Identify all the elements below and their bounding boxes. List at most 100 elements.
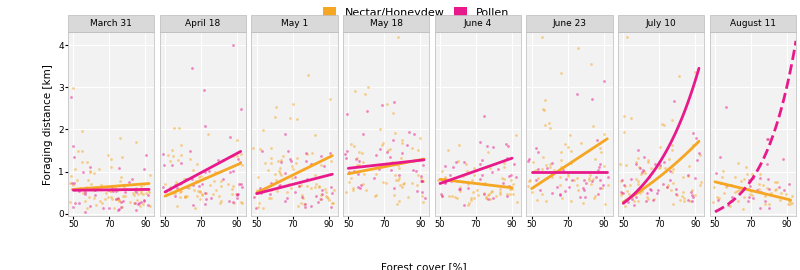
Point [110,197,122,201]
Point [314,196,327,201]
Point [710,171,722,175]
Point [202,132,214,136]
Point [134,184,147,188]
Point [416,179,429,184]
Point [180,185,193,189]
Point [107,206,120,210]
Point [94,199,106,204]
Point [762,177,774,181]
Point [344,176,357,180]
Point [265,156,278,160]
Point [534,188,547,192]
Point [138,167,150,171]
Point [138,199,150,204]
Point [471,193,484,197]
Point [448,195,461,199]
Point [685,190,698,194]
Point [357,160,370,164]
Point [553,193,566,197]
Point [186,183,199,188]
Text: April 18: April 18 [186,23,221,32]
Point [666,167,679,171]
Point [631,181,644,186]
Point [306,162,318,166]
Point [112,197,125,202]
Point [544,162,557,166]
Point [446,165,459,170]
Point [285,159,298,164]
Point [250,205,262,210]
Point [436,194,449,198]
Point [723,199,736,204]
Point [274,183,286,188]
Point [666,143,678,147]
Point [716,168,729,173]
Point [636,168,649,173]
Point [395,141,408,146]
Point [506,192,519,196]
Point [503,174,516,178]
Point [186,168,199,173]
Point [173,126,186,130]
Point [585,62,598,66]
Point [323,96,336,101]
Point [438,163,451,168]
Point [293,184,306,188]
Point [314,197,326,201]
Point [647,197,660,201]
Point [114,175,127,179]
Point [174,189,187,193]
Point [234,200,247,204]
Point [178,195,191,199]
Point [170,185,183,190]
Point [554,192,566,196]
Point [694,183,707,187]
Point [110,189,122,193]
Point [348,165,361,169]
Point [294,183,307,187]
Point [654,163,666,167]
Point [783,182,796,186]
Point [235,163,248,167]
Point [182,185,195,190]
Point [309,185,322,189]
Point [254,147,266,151]
Point [635,189,648,193]
Point [483,197,496,201]
Point [505,178,518,183]
Point [312,200,325,204]
Point [694,153,706,157]
Point [619,184,632,189]
Point [105,194,118,199]
Point [83,164,96,169]
Point [738,177,750,181]
Point [572,46,585,50]
Point [526,190,538,194]
Point [439,177,452,181]
Point [786,194,798,198]
Point [779,192,792,196]
Point [673,74,686,78]
Point [289,175,302,179]
Point [454,187,466,191]
Point [369,153,382,157]
Point [482,192,495,196]
Point [114,200,127,204]
Point [620,198,633,202]
Point [339,156,352,160]
Point [731,189,744,194]
Point [94,187,107,191]
Point [661,183,674,188]
Point [500,156,513,160]
Point [631,156,644,160]
Point [711,198,724,202]
Point [71,178,84,182]
Point [686,131,699,135]
Point [532,150,545,154]
Point [632,179,645,183]
Point [638,155,650,159]
Point [319,194,332,198]
Point [598,79,610,83]
Point [630,160,642,164]
Point [188,188,201,192]
